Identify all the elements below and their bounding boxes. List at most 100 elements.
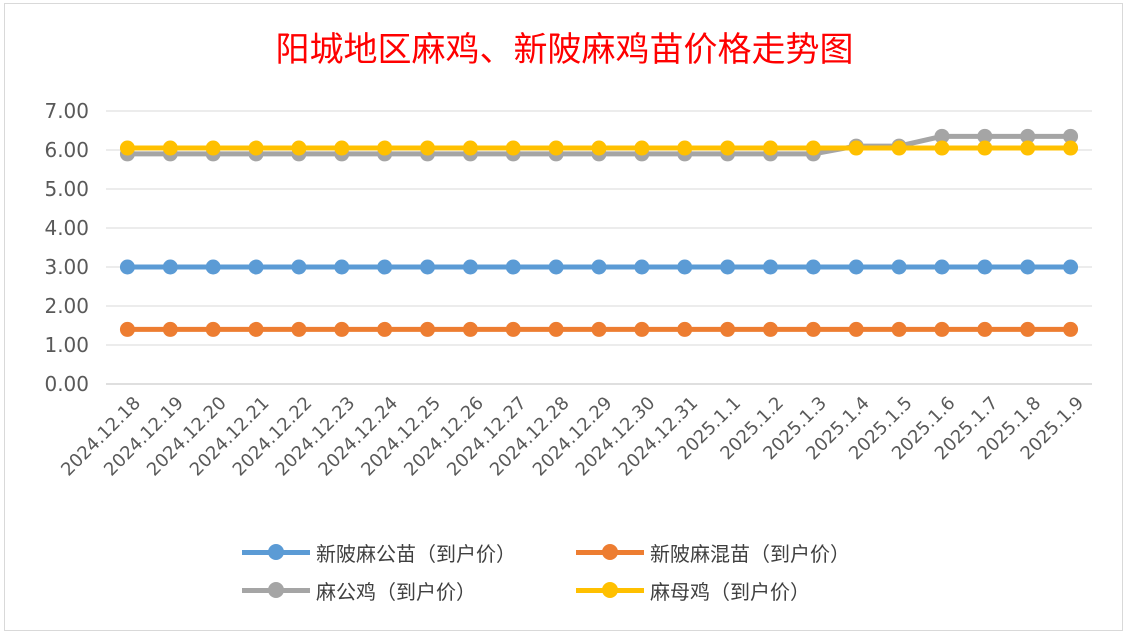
data-point — [548, 259, 564, 275]
data-point — [977, 321, 993, 337]
legend-item-series-2: 新陂麻混苗（到户价） — [576, 536, 850, 568]
legend-swatch-series-1 — [242, 536, 310, 568]
data-point — [291, 140, 307, 156]
data-point — [977, 128, 993, 144]
data-point — [119, 321, 135, 337]
data-point — [805, 321, 821, 337]
data-point — [934, 321, 950, 337]
data-point — [462, 259, 478, 275]
data-point — [591, 140, 607, 156]
data-point — [762, 140, 778, 156]
data-point — [420, 140, 436, 156]
data-point — [805, 140, 821, 156]
y-tick-label: 1.00 — [44, 333, 89, 357]
y-tick-label: 3.00 — [44, 255, 89, 279]
y-tick-label: 5.00 — [44, 177, 89, 201]
series-4 — [119, 140, 1079, 156]
legend-item-series-3: 麻公鸡（到户价） — [242, 574, 476, 606]
data-point — [934, 140, 950, 156]
data-point — [548, 321, 564, 337]
legend-item-series-4: 麻母鸡（到户价） — [576, 574, 810, 606]
y-tick-label: 2.00 — [44, 294, 89, 318]
data-point — [720, 321, 736, 337]
data-point — [677, 140, 693, 156]
data-point — [591, 321, 607, 337]
series-2 — [119, 321, 1079, 337]
data-point — [891, 140, 907, 156]
data-point — [505, 259, 521, 275]
data-point — [119, 140, 135, 156]
data-point — [762, 259, 778, 275]
data-point — [1063, 128, 1079, 144]
data-point — [462, 321, 478, 337]
data-point — [1020, 259, 1036, 275]
data-point — [891, 321, 907, 337]
data-point — [505, 140, 521, 156]
y-tick-label: 4.00 — [44, 216, 89, 240]
y-axis-ticks: 0.00 1.00 2.00 3.00 4.00 5.00 6.00 7.00 — [44, 99, 89, 396]
data-point — [1063, 140, 1079, 156]
data-point — [462, 140, 478, 156]
data-point — [377, 321, 393, 337]
data-point — [377, 259, 393, 275]
series-lines — [119, 128, 1079, 337]
data-point — [634, 259, 650, 275]
legend-label-series-2: 新陂麻混苗（到户价） — [650, 541, 850, 566]
y-tick-label: 0.00 — [44, 372, 89, 396]
data-point — [805, 259, 821, 275]
chart-title: 阳城地区麻鸡、新陂麻鸡苗价格走势图 — [275, 30, 854, 70]
data-point — [891, 259, 907, 275]
data-point — [162, 321, 178, 337]
data-point — [119, 259, 135, 275]
series-1 — [119, 259, 1079, 275]
data-point — [505, 321, 521, 337]
data-point — [334, 140, 350, 156]
data-point — [334, 321, 350, 337]
data-point — [720, 259, 736, 275]
data-point — [291, 321, 307, 337]
data-point — [762, 321, 778, 337]
data-point — [420, 321, 436, 337]
data-point — [677, 259, 693, 275]
data-point — [1063, 259, 1079, 275]
data-point — [248, 259, 264, 275]
data-point — [848, 321, 864, 337]
data-point — [848, 259, 864, 275]
y-tick-label: 7.00 — [44, 99, 89, 123]
legend-label-series-1: 新陂麻公苗（到户价） — [316, 541, 516, 566]
data-point — [934, 128, 950, 144]
data-point — [420, 259, 436, 275]
data-point — [334, 259, 350, 275]
data-point — [205, 140, 221, 156]
legend-item-series-1: 新陂麻公苗（到户价） — [242, 536, 516, 568]
data-point — [591, 259, 607, 275]
legend: 新陂麻公苗（到户价） 新陂麻混苗（到户价） 麻公鸡（到户价） 麻母鸡（到户价） — [0, 532, 1129, 612]
data-point — [977, 259, 993, 275]
legend-label-series-4: 麻母鸡（到户价） — [650, 579, 810, 604]
data-point — [934, 259, 950, 275]
data-point — [205, 321, 221, 337]
data-point — [848, 140, 864, 156]
legend-swatch-series-2 — [576, 536, 644, 568]
data-point — [977, 140, 993, 156]
legend-label-series-3: 麻公鸡（到户价） — [316, 579, 476, 604]
data-point — [248, 140, 264, 156]
data-point — [162, 259, 178, 275]
chart-frame — [4, 3, 1123, 631]
data-point — [377, 140, 393, 156]
data-point — [548, 140, 564, 156]
legend-swatch-series-3 — [242, 574, 310, 606]
data-point — [634, 140, 650, 156]
data-point — [291, 259, 307, 275]
data-point — [162, 140, 178, 156]
data-point — [634, 321, 650, 337]
data-point — [1020, 321, 1036, 337]
data-point — [1020, 140, 1036, 156]
data-point — [205, 259, 221, 275]
y-tick-label: 6.00 — [44, 138, 89, 162]
legend-swatch-series-4 — [576, 574, 644, 606]
data-point — [1020, 128, 1036, 144]
data-point — [1063, 321, 1079, 337]
data-point — [720, 140, 736, 156]
